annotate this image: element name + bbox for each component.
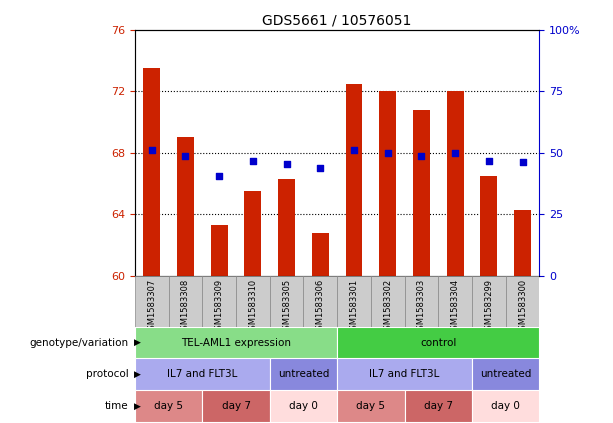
Point <box>248 157 258 164</box>
Text: day 0: day 0 <box>491 401 520 411</box>
Bar <box>481 176 497 276</box>
Text: protocol: protocol <box>86 369 129 379</box>
Text: GSM1583309: GSM1583309 <box>215 278 224 335</box>
Bar <box>245 191 261 276</box>
Text: day 7: day 7 <box>221 401 251 411</box>
Text: GSM1583305: GSM1583305 <box>282 278 291 335</box>
Text: GSM1583310: GSM1583310 <box>248 278 257 335</box>
Text: genotype/variation: genotype/variation <box>29 338 129 348</box>
Text: GSM1583301: GSM1583301 <box>349 278 359 335</box>
Bar <box>405 390 472 422</box>
Bar <box>337 390 405 422</box>
Point <box>282 160 292 167</box>
Bar <box>270 358 337 390</box>
Bar <box>236 276 270 327</box>
Text: ▶: ▶ <box>134 401 141 411</box>
Text: GSM1583299: GSM1583299 <box>484 278 493 335</box>
Bar <box>514 210 531 276</box>
Text: control: control <box>420 338 457 348</box>
Bar <box>447 91 463 276</box>
Text: GSM1583307: GSM1583307 <box>147 278 156 335</box>
Text: GSM1583304: GSM1583304 <box>451 278 460 335</box>
Bar <box>405 276 438 327</box>
Bar <box>472 358 539 390</box>
Text: day 7: day 7 <box>424 401 453 411</box>
Point <box>451 149 460 156</box>
Title: GDS5661 / 10576051: GDS5661 / 10576051 <box>262 13 412 27</box>
Text: ▶: ▶ <box>134 370 141 379</box>
Point <box>181 153 191 159</box>
Point <box>316 165 326 172</box>
Text: GSM1583303: GSM1583303 <box>417 278 426 335</box>
Bar <box>346 83 362 276</box>
Bar <box>379 91 396 276</box>
Text: day 0: day 0 <box>289 401 318 411</box>
Point <box>417 153 427 159</box>
Text: IL7 and FLT3L: IL7 and FLT3L <box>370 369 440 379</box>
Bar <box>211 225 227 276</box>
Point <box>383 149 393 156</box>
Bar <box>135 390 202 422</box>
Text: GSM1583300: GSM1583300 <box>518 278 527 335</box>
Bar <box>143 68 160 276</box>
Text: untreated: untreated <box>480 369 531 379</box>
Bar <box>270 276 303 327</box>
Bar <box>135 358 270 390</box>
Text: IL7 and FLT3L: IL7 and FLT3L <box>167 369 237 379</box>
Bar <box>135 276 169 327</box>
Text: day 5: day 5 <box>154 401 183 411</box>
Text: ▶: ▶ <box>134 338 141 347</box>
Bar <box>472 276 506 327</box>
Bar <box>169 276 202 327</box>
Text: GSM1583302: GSM1583302 <box>383 278 392 335</box>
Bar <box>312 233 329 276</box>
Point <box>484 157 494 164</box>
Text: untreated: untreated <box>278 369 329 379</box>
Bar <box>303 276 337 327</box>
Bar <box>337 327 539 358</box>
Point <box>147 146 157 153</box>
Bar <box>135 327 337 358</box>
Text: day 5: day 5 <box>356 401 386 411</box>
Text: time: time <box>105 401 129 411</box>
Bar <box>413 110 430 276</box>
Point <box>215 173 224 179</box>
Bar <box>506 276 539 327</box>
Bar <box>337 276 371 327</box>
Point <box>517 159 527 165</box>
Bar <box>202 276 236 327</box>
Point <box>349 146 359 153</box>
Text: TEL-AML1 expression: TEL-AML1 expression <box>181 338 291 348</box>
Bar <box>337 358 472 390</box>
Text: GSM1583308: GSM1583308 <box>181 278 190 335</box>
Bar <box>177 137 194 276</box>
Text: GSM1583306: GSM1583306 <box>316 278 325 335</box>
Bar <box>270 390 337 422</box>
Bar <box>371 276 405 327</box>
Bar <box>438 276 472 327</box>
Bar <box>278 179 295 276</box>
Bar <box>472 390 539 422</box>
Bar <box>202 390 270 422</box>
